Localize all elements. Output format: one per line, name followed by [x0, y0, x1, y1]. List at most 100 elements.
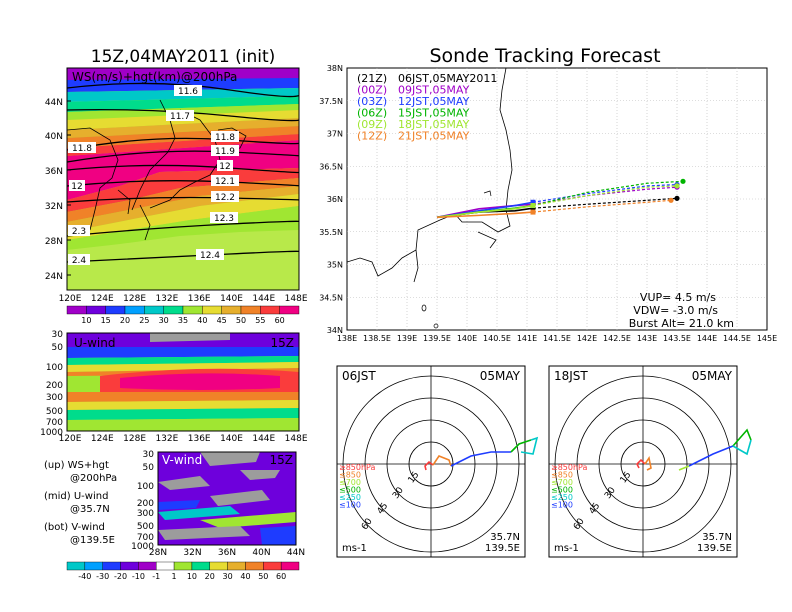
- map-lon-tick: 145E: [757, 334, 777, 343]
- contour-label-bg: [68, 225, 90, 236]
- ws-lon-tick: 148E: [285, 294, 308, 304]
- map-lon-tick: 142.5E: [603, 334, 631, 343]
- hodograph-trace: [520, 436, 539, 455]
- map-lon-tick: 138.5E: [363, 334, 391, 343]
- v-pressure-tick: 50: [143, 463, 155, 473]
- burst-point: [530, 209, 536, 215]
- colorbar-tick: 1: [172, 572, 177, 581]
- colorbar-tick: -10: [132, 572, 145, 581]
- hodograph-trace: [424, 460, 434, 471]
- map-lon-tick: 139.5E: [423, 334, 451, 343]
- ws-colorbar: 10 15 20 25 30 35 40 45 50 55 60: [66, 305, 300, 325]
- pressure-legend: ≤500: [339, 486, 361, 495]
- colorbar-tick: 60: [275, 316, 285, 325]
- ws-lat-tick: 28N: [45, 237, 63, 247]
- map-lat-tick: 36N: [327, 195, 343, 204]
- v-lat-tick: 36N: [218, 548, 236, 558]
- map-lon-tick: 140.5E: [483, 334, 511, 343]
- v-pressure-tick: 100: [137, 482, 154, 492]
- colorbar-cell: [124, 305, 145, 315]
- colorbar-cell: [182, 305, 203, 315]
- map-lat-tick: 34N: [327, 326, 343, 335]
- ws-panel: 11.6 11.7 11.8 11.9 12 12.1 12.2 12.3 12.4 11.8 12…: [45, 67, 308, 304]
- contour-label-bg: [211, 145, 239, 156]
- contour-label: 2.3: [72, 227, 86, 237]
- colorbar-cell: [138, 561, 157, 571]
- ws-field: [67, 68, 299, 290]
- colorbar-cell: [227, 561, 246, 571]
- track-ascent: [436, 204, 534, 219]
- hodograph-lon: 139.5E: [697, 543, 732, 554]
- contour-label: 11.8: [215, 133, 235, 143]
- colorbar-tick: 50: [236, 316, 246, 325]
- colorbar-cell: [209, 561, 228, 571]
- track-descent: [532, 180, 684, 207]
- map-coast: [347, 68, 513, 329]
- u-lon-tick: 136E: [188, 434, 211, 444]
- hodograph-trace: [678, 465, 690, 471]
- colorbar-cell: [280, 561, 300, 571]
- track-descent: [532, 199, 672, 213]
- hodograph-unit: ms-1: [554, 543, 579, 554]
- map-lat-tick: 35N: [327, 261, 343, 270]
- track-map: 38N 37.5N 37N 36.5N 36N 35.5N 35N 34.5N 34N 138E…: [319, 64, 777, 343]
- hodograph-06jst: 15304560≥850hPa≤850≤700≤500≤250≤10006JST…: [336, 365, 539, 558]
- contour-label-bg: [211, 131, 239, 142]
- colorbar-cell: [279, 305, 300, 315]
- colorbar-cell: [86, 305, 106, 315]
- pressure-legend: ≤500: [551, 486, 573, 495]
- param-vdw: VDW= -3.0 m/s: [633, 304, 718, 317]
- hodograph-trace: [732, 439, 752, 456]
- u-panel-label: U-wind: [74, 336, 115, 350]
- sonde-tracks: [436, 178, 686, 219]
- track-ascent: [436, 211, 534, 219]
- v-lat-tick: 44N: [287, 548, 305, 558]
- map-lon-tick: 139E: [397, 334, 417, 343]
- ws-lat-tick: 36N: [45, 167, 63, 177]
- contour-label-bg: [196, 249, 224, 260]
- legend-utc: (09Z): [357, 118, 387, 131]
- u-lon-ticks: 120E 124E 128E 132E 136E 140E 144E 148E: [59, 434, 308, 444]
- v-lat-tick: 40N: [252, 548, 270, 558]
- legend-utc: (21Z): [357, 72, 387, 85]
- ws-lon-tick: 124E: [91, 294, 114, 304]
- ws-lat-tick: 24N: [45, 272, 63, 282]
- map-lon-tick: 142E: [577, 334, 597, 343]
- legend-notes: (up) WS+hgt @200hPa (mid) U-wind @35.7N (bot…: [44, 460, 117, 546]
- hodograph-trace: [636, 458, 646, 469]
- contour-label: 2.4: [72, 256, 87, 266]
- pressure-legend: ≤850: [551, 471, 573, 480]
- v-field: [158, 452, 296, 545]
- u-pressure-tick: 1000: [40, 428, 63, 438]
- track-descent: [532, 185, 678, 207]
- ws-panel-label: WS(m/s)+hgt(km)@200hPa: [72, 70, 237, 84]
- colorbar-cell: [84, 561, 103, 571]
- colorbar-tick: -30: [96, 572, 109, 581]
- pressure-legend: ≤850: [339, 471, 361, 480]
- colorbar-tick: 45: [217, 316, 227, 325]
- colorbar-cell: [202, 305, 222, 315]
- colorbar-cell: [105, 305, 126, 315]
- map-lon-tick: 144E: [697, 334, 717, 343]
- contour-label-bg: [69, 180, 85, 191]
- contour-label-bg: [68, 142, 96, 153]
- colorbar-tick: 20: [205, 572, 215, 581]
- colorbar-tick: -40: [78, 572, 91, 581]
- colorbar-tick: -20: [114, 572, 127, 581]
- map-grid: [347, 68, 767, 330]
- hodograph-lon: 139.5E: [485, 543, 520, 554]
- legend-jst: 15JST,05MAY: [398, 107, 470, 120]
- burst-point: [530, 205, 536, 211]
- contour-label-bg: [210, 212, 238, 223]
- legend-utc: (06Z): [357, 107, 387, 120]
- u-pressure-tick: 50: [52, 343, 64, 353]
- pressure-legend: ≥850hPa: [339, 463, 376, 472]
- ws-lon-tick: 140E: [220, 294, 243, 304]
- pressure-legend: ≥850hPa: [551, 463, 588, 472]
- left-title: 15Z,04MAY2011 (init): [91, 47, 276, 67]
- colorbar-tick: 35: [178, 316, 188, 325]
- v-lat-tick: 32N: [183, 548, 201, 558]
- note-line-b: @200hPa: [70, 473, 117, 484]
